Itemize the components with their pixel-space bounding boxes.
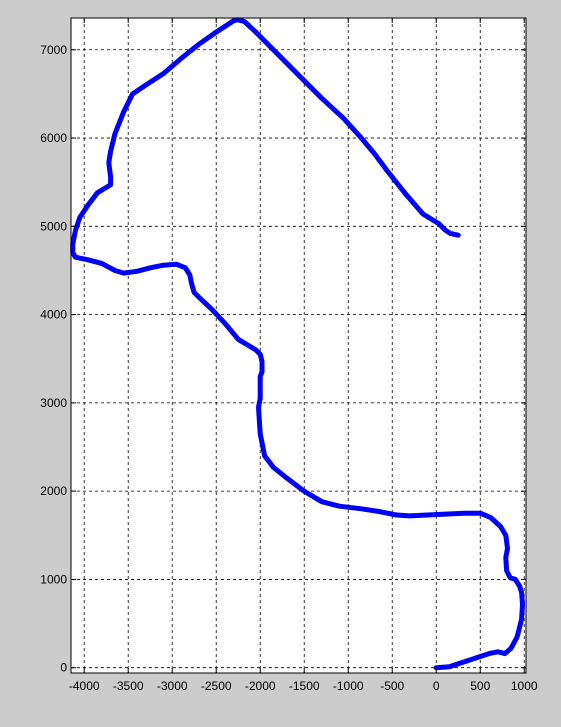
plot-frame [70, 17, 527, 674]
x-tick-label: 0 [433, 679, 440, 693]
y-tick-label: 3000 [40, 396, 67, 410]
series-layer [70, 17, 525, 671]
x-tick-label: -1000 [333, 679, 364, 693]
x-tick-label: -3500 [113, 679, 144, 693]
x-tick-label: -2500 [201, 679, 232, 693]
x-tick-label: 1000 [511, 679, 538, 693]
y-tick-labels: 0 1000 2000 3000 4000 5000 6000 7000 [40, 43, 67, 675]
y-tick-label: 6000 [40, 131, 67, 145]
x-tick-label: -3000 [157, 679, 188, 693]
x-tick-label: -1500 [289, 679, 320, 693]
x-tick-label: 500 [470, 679, 490, 693]
y-tick-label: 4000 [40, 308, 67, 322]
y-tick-label: 7000 [40, 43, 67, 57]
plot-area [71, 18, 526, 673]
x-tick-labels: -4000 -3500 -3000 -2500 -2000 -1500 -1000 -500 0… [69, 679, 538, 693]
x-tick-label: -4000 [69, 679, 100, 693]
x-tick-label: -500 [380, 679, 404, 693]
x-tick-label: -2000 [245, 679, 276, 693]
y-tick-label: 1000 [40, 572, 67, 586]
y-tick-label: 2000 [40, 484, 67, 498]
y-tick-label: 5000 [40, 219, 67, 233]
series-line [70, 17, 525, 671]
y-tick-label: 0 [60, 661, 67, 675]
tick-marks [71, 18, 526, 673]
